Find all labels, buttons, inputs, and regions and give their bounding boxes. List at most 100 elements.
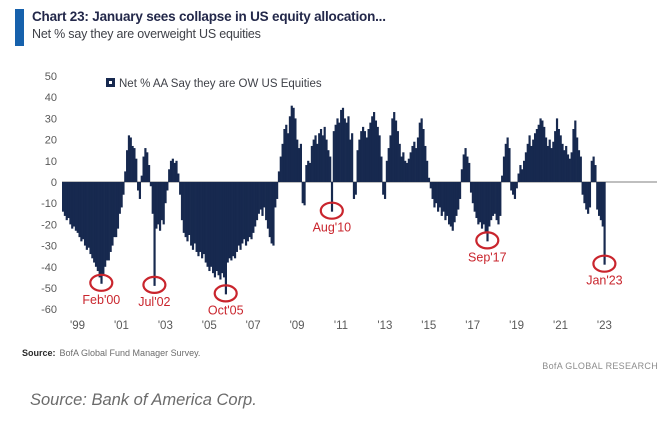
bar	[105, 182, 109, 261]
bar	[488, 182, 491, 227]
bar	[157, 182, 160, 225]
bar	[530, 145, 533, 182]
bar	[603, 182, 606, 265]
bar	[544, 137, 548, 182]
bar	[109, 182, 112, 252]
bar	[499, 182, 502, 216]
bar	[590, 160, 593, 182]
bar	[318, 133, 321, 182]
bar	[186, 182, 189, 242]
annotation-label: Sep'17	[468, 250, 507, 264]
bar	[519, 165, 522, 182]
bar	[233, 182, 237, 259]
bar	[533, 133, 537, 182]
title-block: Chart 23: January sees collapse in US eq…	[32, 9, 386, 46]
bar	[501, 175, 504, 182]
bar	[336, 118, 339, 182]
bar	[513, 182, 517, 199]
bar	[80, 182, 83, 242]
bar	[263, 182, 266, 208]
bar	[541, 120, 544, 182]
bar	[469, 182, 473, 193]
bar	[444, 182, 447, 221]
x-tick-label: '11	[334, 320, 348, 332]
bar	[164, 182, 167, 204]
bar	[177, 173, 180, 182]
bar	[358, 139, 361, 182]
bar	[363, 131, 367, 182]
bar	[219, 182, 222, 280]
bar	[85, 182, 88, 250]
bar	[462, 154, 465, 182]
bar	[420, 118, 423, 182]
bar	[338, 122, 341, 182]
bar	[360, 131, 363, 182]
bar	[93, 182, 96, 263]
x-tick-label: '07	[246, 320, 261, 332]
bar	[297, 148, 301, 182]
bar	[122, 182, 125, 195]
bar	[162, 182, 165, 225]
x-tick-label: '17	[465, 320, 480, 332]
bar	[180, 182, 184, 221]
bar	[158, 182, 162, 231]
bar	[65, 182, 68, 221]
bar	[409, 152, 412, 182]
bar	[502, 156, 506, 182]
bar	[523, 160, 526, 182]
bar	[94, 182, 98, 267]
bar	[407, 158, 410, 182]
bar	[332, 131, 335, 182]
bar	[490, 182, 493, 221]
bar	[429, 182, 432, 189]
bar	[111, 182, 114, 246]
bar	[228, 182, 231, 259]
bar	[568, 158, 571, 182]
bar	[373, 112, 376, 182]
bar	[257, 182, 260, 214]
bar	[477, 182, 480, 225]
bar	[506, 137, 509, 182]
bar	[585, 182, 588, 210]
y-tick-label: -10	[41, 198, 57, 210]
bar	[526, 143, 529, 182]
bar	[594, 165, 597, 182]
bar	[325, 139, 328, 182]
bar	[299, 143, 302, 182]
bar	[212, 182, 215, 274]
bar	[415, 148, 418, 182]
bar	[96, 182, 99, 272]
y-tick-label: -40	[41, 262, 57, 274]
bar	[62, 182, 65, 212]
bar	[135, 158, 138, 182]
bar	[341, 107, 345, 182]
bar	[356, 150, 359, 182]
bar	[142, 156, 145, 182]
bar	[144, 148, 147, 182]
x-tick-label: '13	[377, 320, 392, 332]
bar	[426, 160, 429, 182]
bar	[166, 182, 169, 191]
bar	[173, 162, 176, 182]
bar	[268, 182, 271, 238]
bar	[442, 182, 445, 212]
bar	[512, 182, 515, 195]
bar	[354, 182, 357, 195]
bar	[74, 182, 77, 231]
bar	[252, 182, 255, 233]
bar	[587, 182, 590, 214]
bar	[453, 182, 456, 223]
bar	[72, 182, 76, 227]
bar	[396, 131, 399, 182]
bar	[254, 182, 257, 227]
allocation-bar-chart: 50 40 30 20 10 0 -10 -20 -30 -40 -50 -60 '99 '01 '03 '0…	[41, 71, 657, 332]
bar	[210, 182, 213, 267]
bar	[548, 139, 551, 182]
bar	[504, 143, 507, 182]
bar	[572, 129, 575, 182]
bar	[416, 137, 420, 182]
bar	[321, 135, 324, 182]
bar	[215, 182, 218, 272]
bar	[266, 182, 270, 229]
